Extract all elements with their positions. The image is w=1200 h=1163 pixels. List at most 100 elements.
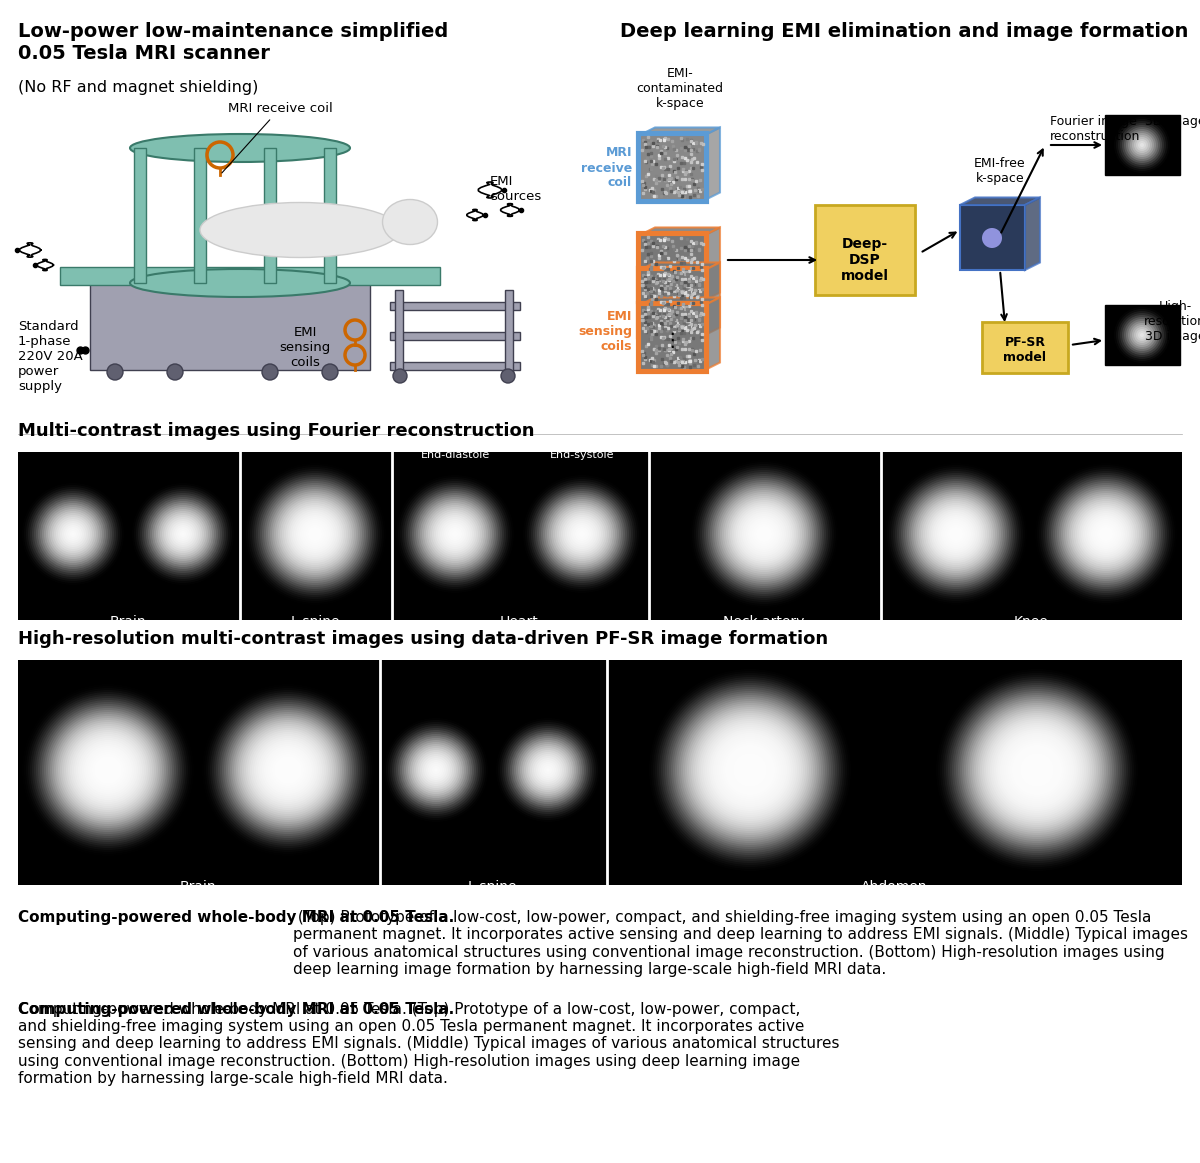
- Circle shape: [1010, 743, 1064, 797]
- Circle shape: [30, 491, 116, 577]
- Circle shape: [905, 483, 1007, 585]
- Circle shape: [88, 750, 128, 790]
- Circle shape: [682, 701, 818, 839]
- Circle shape: [64, 726, 152, 814]
- Circle shape: [571, 523, 593, 545]
- Circle shape: [728, 498, 800, 570]
- Circle shape: [722, 492, 806, 576]
- Circle shape: [256, 739, 320, 802]
- Circle shape: [1006, 739, 1068, 801]
- Circle shape: [746, 768, 754, 773]
- Circle shape: [553, 505, 611, 563]
- Circle shape: [749, 769, 751, 771]
- Circle shape: [904, 481, 1009, 587]
- Circle shape: [102, 764, 114, 776]
- Circle shape: [1132, 324, 1152, 345]
- Circle shape: [952, 529, 961, 538]
- Circle shape: [954, 687, 1120, 852]
- Text: High-resolution multi-contrast images using data-driven PF-SR image formation: High-resolution multi-contrast images us…: [18, 630, 828, 648]
- Circle shape: [38, 499, 108, 569]
- Circle shape: [42, 704, 174, 836]
- Circle shape: [66, 527, 80, 541]
- Circle shape: [542, 764, 554, 776]
- Circle shape: [1138, 331, 1146, 338]
- Circle shape: [68, 529, 78, 538]
- Text: Knee: Knee: [1014, 615, 1049, 629]
- Circle shape: [182, 533, 184, 535]
- Circle shape: [436, 515, 474, 552]
- FancyBboxPatch shape: [18, 659, 1182, 885]
- FancyBboxPatch shape: [982, 322, 1068, 373]
- Circle shape: [976, 709, 1098, 832]
- Circle shape: [937, 515, 974, 552]
- Circle shape: [1118, 121, 1166, 169]
- FancyBboxPatch shape: [390, 362, 520, 370]
- Circle shape: [581, 533, 583, 535]
- Circle shape: [278, 759, 298, 780]
- FancyBboxPatch shape: [324, 148, 336, 283]
- Circle shape: [422, 501, 488, 568]
- FancyBboxPatch shape: [134, 148, 146, 283]
- Text: Neck artery: Neck artery: [724, 615, 805, 629]
- Circle shape: [559, 511, 605, 557]
- Circle shape: [736, 506, 792, 562]
- Circle shape: [288, 507, 342, 561]
- Circle shape: [899, 477, 1013, 591]
- Polygon shape: [640, 128, 720, 135]
- Circle shape: [148, 499, 218, 569]
- FancyBboxPatch shape: [264, 148, 276, 283]
- Circle shape: [322, 364, 338, 380]
- Circle shape: [950, 683, 1124, 857]
- Circle shape: [72, 734, 144, 806]
- Circle shape: [1030, 763, 1044, 777]
- Polygon shape: [960, 198, 1040, 205]
- Polygon shape: [640, 228, 720, 235]
- Circle shape: [686, 707, 814, 833]
- Ellipse shape: [200, 202, 400, 257]
- Circle shape: [504, 726, 592, 814]
- Circle shape: [756, 526, 772, 542]
- Circle shape: [577, 529, 587, 538]
- Circle shape: [44, 706, 172, 834]
- Circle shape: [1120, 313, 1164, 357]
- Circle shape: [677, 697, 823, 843]
- Circle shape: [1026, 759, 1048, 782]
- FancyBboxPatch shape: [390, 331, 520, 340]
- FancyBboxPatch shape: [390, 302, 520, 311]
- Circle shape: [167, 364, 182, 380]
- Circle shape: [970, 702, 1104, 837]
- Circle shape: [70, 732, 146, 808]
- Circle shape: [934, 511, 979, 557]
- Circle shape: [569, 521, 595, 547]
- Circle shape: [748, 518, 780, 550]
- Circle shape: [526, 748, 570, 792]
- Circle shape: [551, 504, 613, 565]
- FancyBboxPatch shape: [18, 452, 1182, 620]
- Circle shape: [268, 750, 308, 790]
- Circle shape: [727, 747, 773, 793]
- Circle shape: [1087, 515, 1126, 552]
- Circle shape: [568, 519, 598, 549]
- Circle shape: [536, 758, 560, 782]
- Circle shape: [1049, 477, 1163, 591]
- Circle shape: [262, 364, 278, 380]
- Circle shape: [1085, 513, 1127, 555]
- Circle shape: [266, 748, 310, 792]
- Circle shape: [689, 709, 811, 832]
- Circle shape: [719, 739, 781, 801]
- Circle shape: [1136, 329, 1148, 341]
- Circle shape: [506, 728, 590, 812]
- Circle shape: [92, 754, 124, 786]
- Circle shape: [180, 531, 186, 537]
- Text: ⋮: ⋮: [662, 330, 682, 350]
- Circle shape: [1057, 485, 1154, 583]
- Circle shape: [1126, 319, 1158, 351]
- Circle shape: [272, 754, 304, 786]
- Circle shape: [1081, 509, 1132, 559]
- Circle shape: [701, 721, 799, 819]
- Circle shape: [60, 521, 86, 547]
- Circle shape: [949, 527, 964, 541]
- Circle shape: [532, 754, 564, 786]
- Circle shape: [40, 501, 106, 568]
- Circle shape: [432, 766, 440, 775]
